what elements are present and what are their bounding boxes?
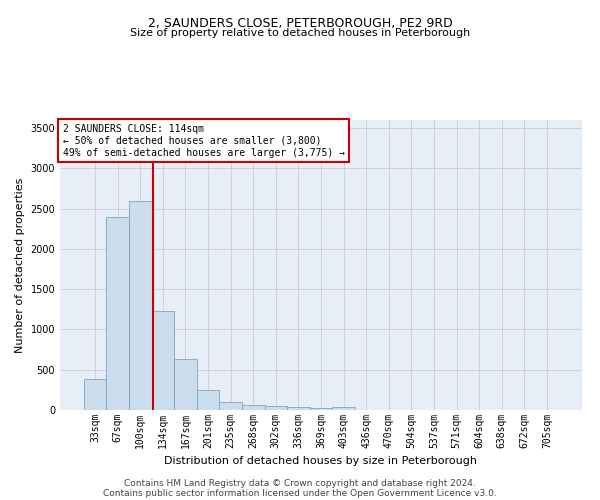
Bar <box>197 390 220 410</box>
Bar <box>129 200 152 410</box>
Bar <box>242 405 265 410</box>
Bar <box>310 408 332 410</box>
Text: Size of property relative to detached houses in Peterborough: Size of property relative to detached ho… <box>130 28 470 38</box>
Bar <box>106 216 129 410</box>
Text: Contains public sector information licensed under the Open Government Licence v3: Contains public sector information licen… <box>103 488 497 498</box>
Text: 2 SAUNDERS CLOSE: 114sqm
← 50% of detached houses are smaller (3,800)
49% of sem: 2 SAUNDERS CLOSE: 114sqm ← 50% of detach… <box>62 124 344 158</box>
Bar <box>265 406 287 410</box>
Bar <box>84 378 106 410</box>
Bar <box>220 402 242 410</box>
Y-axis label: Number of detached properties: Number of detached properties <box>15 178 25 352</box>
Bar <box>152 311 174 410</box>
Bar <box>174 359 197 410</box>
Bar <box>332 407 355 410</box>
Bar <box>287 407 310 410</box>
Text: 2, SAUNDERS CLOSE, PETERBOROUGH, PE2 9RD: 2, SAUNDERS CLOSE, PETERBOROUGH, PE2 9RD <box>148 18 452 30</box>
Text: Contains HM Land Registry data © Crown copyright and database right 2024.: Contains HM Land Registry data © Crown c… <box>124 478 476 488</box>
X-axis label: Distribution of detached houses by size in Peterborough: Distribution of detached houses by size … <box>164 456 478 466</box>
